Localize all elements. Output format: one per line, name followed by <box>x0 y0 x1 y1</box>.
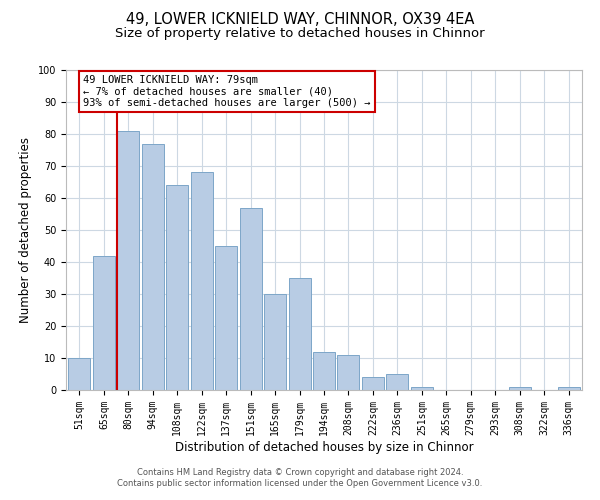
Bar <box>191 172 213 390</box>
Text: 49 LOWER ICKNIELD WAY: 79sqm
← 7% of detached houses are smaller (40)
93% of sem: 49 LOWER ICKNIELD WAY: 79sqm ← 7% of det… <box>83 75 371 108</box>
Bar <box>68 358 91 390</box>
X-axis label: Distribution of detached houses by size in Chinnor: Distribution of detached houses by size … <box>175 440 473 454</box>
Text: Contains HM Land Registry data © Crown copyright and database right 2024.
Contai: Contains HM Land Registry data © Crown c… <box>118 468 482 487</box>
Text: Size of property relative to detached houses in Chinnor: Size of property relative to detached ho… <box>115 28 485 40</box>
Bar <box>386 374 409 390</box>
Bar <box>93 256 115 390</box>
Text: 49, LOWER ICKNIELD WAY, CHINNOR, OX39 4EA: 49, LOWER ICKNIELD WAY, CHINNOR, OX39 4E… <box>126 12 474 28</box>
Bar <box>313 352 335 390</box>
Bar <box>239 208 262 390</box>
Bar <box>142 144 164 390</box>
Bar <box>264 294 286 390</box>
Bar <box>118 131 139 390</box>
Bar <box>337 355 359 390</box>
Bar <box>289 278 311 390</box>
Bar <box>166 185 188 390</box>
Bar <box>362 377 384 390</box>
Bar <box>215 246 237 390</box>
Y-axis label: Number of detached properties: Number of detached properties <box>19 137 32 323</box>
Bar <box>509 387 530 390</box>
Bar <box>411 387 433 390</box>
Bar <box>557 387 580 390</box>
